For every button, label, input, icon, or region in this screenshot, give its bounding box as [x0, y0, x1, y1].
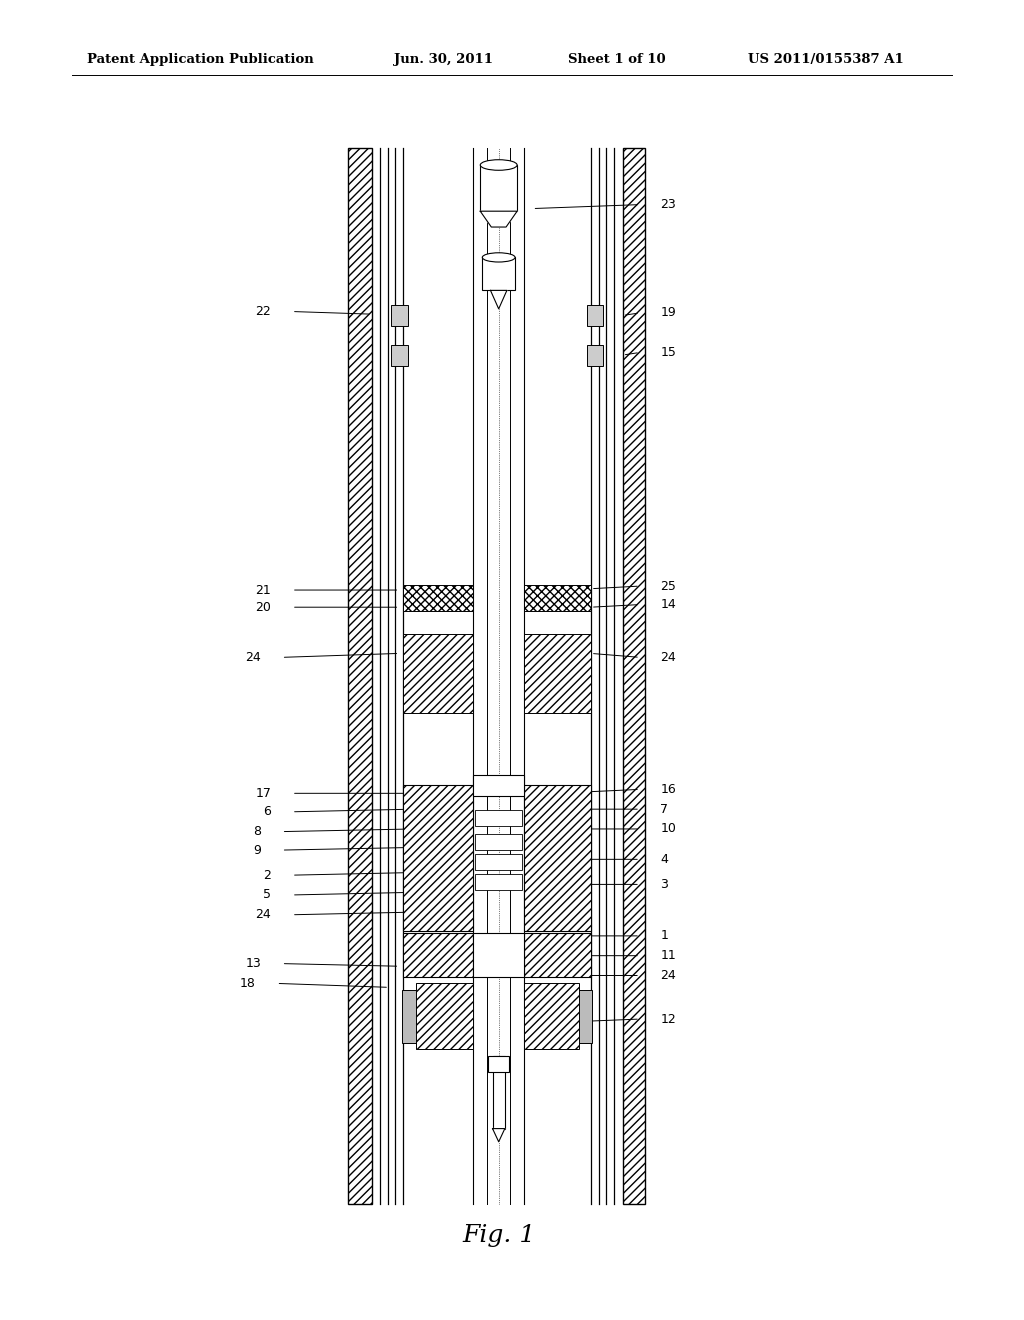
- Bar: [524, 634, 591, 713]
- Text: 7: 7: [660, 803, 669, 816]
- Bar: [403, 634, 473, 713]
- Bar: [403, 785, 473, 931]
- Bar: [587, 345, 603, 366]
- Bar: [475, 854, 522, 870]
- Text: 6: 6: [263, 805, 271, 818]
- Bar: [488, 1056, 509, 1072]
- Text: 1: 1: [660, 929, 669, 942]
- Text: 5: 5: [263, 888, 271, 902]
- Text: 20: 20: [255, 601, 271, 614]
- Bar: [482, 257, 515, 290]
- Text: 13: 13: [246, 957, 261, 970]
- Text: 22: 22: [256, 305, 271, 318]
- Bar: [403, 585, 473, 611]
- Bar: [403, 933, 473, 977]
- Bar: [577, 990, 592, 1043]
- Bar: [623, 148, 645, 1204]
- Text: 3: 3: [660, 878, 669, 891]
- Text: 18: 18: [240, 977, 256, 990]
- Polygon shape: [480, 211, 517, 227]
- Text: 11: 11: [660, 949, 676, 962]
- Bar: [473, 933, 524, 977]
- Text: 24: 24: [256, 908, 271, 921]
- Ellipse shape: [482, 253, 515, 261]
- Text: 24: 24: [660, 651, 676, 664]
- Bar: [416, 983, 473, 1049]
- Text: 19: 19: [660, 306, 676, 319]
- Bar: [524, 983, 579, 1049]
- Text: Patent Application Publication: Patent Application Publication: [87, 53, 313, 66]
- Text: 8: 8: [253, 825, 261, 838]
- Ellipse shape: [480, 160, 517, 170]
- Bar: [480, 165, 517, 211]
- Text: 12: 12: [660, 1012, 676, 1026]
- Text: 9: 9: [253, 843, 261, 857]
- Text: Jun. 30, 2011: Jun. 30, 2011: [394, 53, 494, 66]
- Bar: [475, 874, 522, 890]
- Bar: [391, 345, 408, 366]
- Polygon shape: [490, 290, 507, 309]
- Bar: [402, 990, 418, 1043]
- Bar: [391, 305, 408, 326]
- Polygon shape: [493, 1129, 505, 1142]
- Bar: [587, 305, 603, 326]
- Text: Sheet 1 of 10: Sheet 1 of 10: [568, 53, 666, 66]
- Bar: [524, 933, 591, 977]
- Text: Fig. 1: Fig. 1: [462, 1224, 536, 1247]
- Text: 4: 4: [660, 853, 669, 866]
- Bar: [493, 1056, 505, 1129]
- Text: 24: 24: [246, 651, 261, 664]
- Bar: [475, 834, 522, 850]
- Text: 14: 14: [660, 598, 676, 611]
- Text: 24: 24: [660, 969, 676, 982]
- Bar: [348, 148, 372, 1204]
- Text: 15: 15: [660, 346, 677, 359]
- Text: 21: 21: [256, 583, 271, 597]
- Text: 10: 10: [660, 822, 677, 836]
- Text: 25: 25: [660, 579, 677, 593]
- Bar: [473, 775, 524, 796]
- Bar: [524, 585, 591, 611]
- Text: 2: 2: [263, 869, 271, 882]
- Text: 16: 16: [660, 783, 676, 796]
- Text: 23: 23: [660, 198, 676, 211]
- Bar: [524, 785, 591, 931]
- Text: 17: 17: [255, 787, 271, 800]
- Bar: [475, 810, 522, 826]
- Text: US 2011/0155387 A1: US 2011/0155387 A1: [748, 53, 903, 66]
